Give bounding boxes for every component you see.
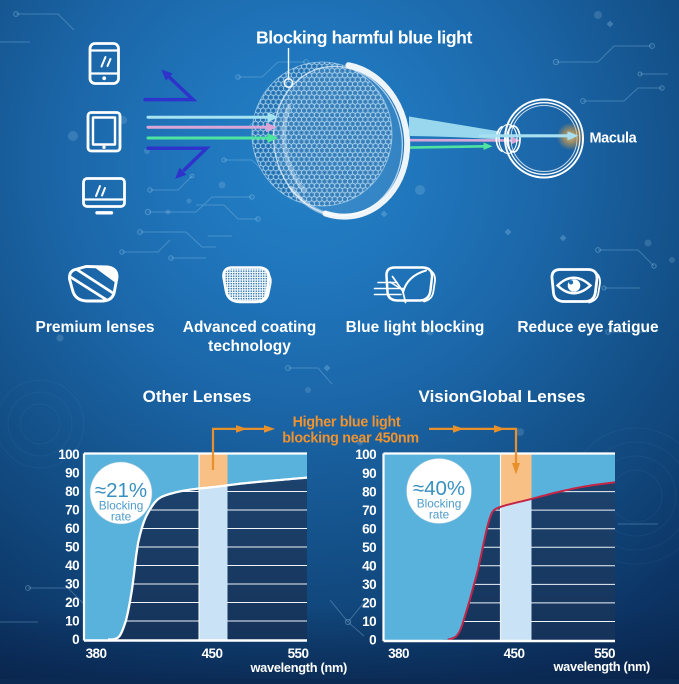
svg-text:450: 450: [504, 646, 525, 661]
svg-text:blocking near 450nm: blocking near 450nm: [282, 431, 419, 447]
svg-text:380: 380: [86, 646, 107, 661]
svg-text:Premium lenses: Premium lenses: [36, 319, 155, 336]
svg-text:rate: rate: [111, 510, 132, 524]
svg-text:80: 80: [362, 484, 376, 499]
svg-text:40: 40: [65, 558, 79, 573]
svg-text:50: 50: [362, 540, 376, 555]
svg-text:technology: technology: [208, 338, 291, 355]
svg-text:90: 90: [362, 466, 376, 481]
svg-text:Higher blue light: Higher blue light: [293, 415, 401, 431]
svg-text:Advanced coating: Advanced coating: [183, 319, 317, 336]
svg-text:30: 30: [362, 577, 376, 592]
svg-text:60: 60: [65, 521, 79, 536]
svg-text:550: 550: [288, 646, 309, 661]
svg-text:wavelength (nm): wavelength (nm): [553, 659, 651, 674]
svg-text:380: 380: [388, 646, 409, 661]
svg-text:VisionGlobal Lenses: VisionGlobal Lenses: [419, 387, 586, 406]
svg-text:30: 30: [65, 577, 79, 592]
svg-text:80: 80: [65, 484, 79, 499]
svg-text:0: 0: [369, 633, 376, 648]
svg-text:Blocking harmful blue light: Blocking harmful blue light: [256, 28, 473, 48]
svg-text:90: 90: [65, 466, 79, 481]
svg-text:70: 70: [65, 503, 79, 518]
svg-text:50: 50: [65, 540, 79, 555]
svg-text:wavelength (nm): wavelength (nm): [250, 660, 348, 675]
svg-text:10: 10: [362, 614, 376, 629]
svg-text:0: 0: [72, 632, 79, 647]
svg-text:450: 450: [202, 646, 223, 661]
svg-text:10: 10: [65, 614, 79, 629]
svg-text:40: 40: [362, 559, 376, 574]
svg-text:rate: rate: [429, 508, 450, 522]
svg-text:Reduce eye fatigue: Reduce eye fatigue: [517, 319, 659, 336]
svg-text:70: 70: [362, 503, 376, 518]
svg-text:Blue light blocking: Blue light blocking: [346, 319, 485, 336]
svg-text:Other Lenses: Other Lenses: [143, 387, 252, 406]
svg-text:100: 100: [355, 447, 376, 462]
svg-text:20: 20: [362, 596, 376, 611]
svg-text:100: 100: [58, 447, 79, 462]
svg-text:Macula: Macula: [590, 131, 638, 147]
svg-text:60: 60: [362, 521, 376, 536]
svg-text:20: 20: [65, 595, 79, 610]
